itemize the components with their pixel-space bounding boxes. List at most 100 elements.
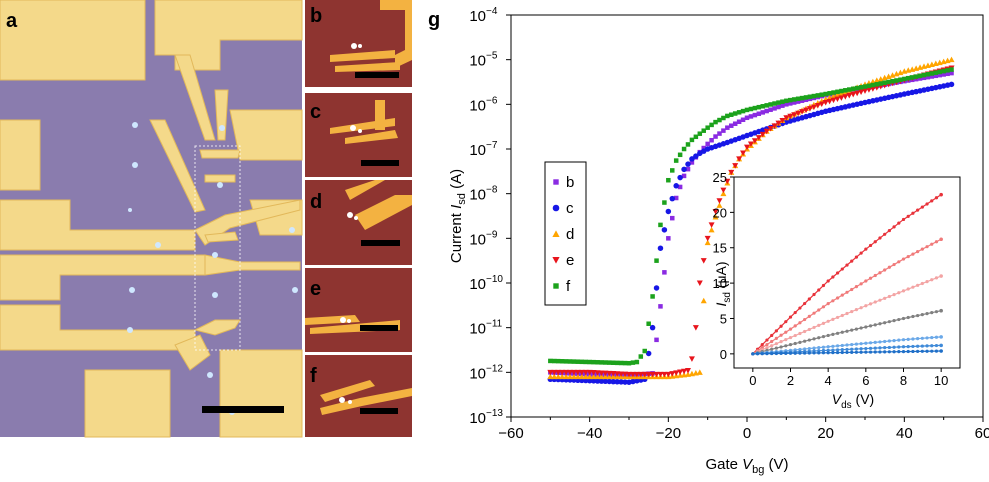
data-point-c	[614, 379, 620, 385]
data-point-d	[704, 239, 711, 246]
data-point-f	[740, 108, 746, 114]
inset-data-point	[793, 341, 797, 346]
data-point-f	[744, 107, 750, 113]
inset-data-point	[798, 351, 802, 355]
inset-data-point	[892, 350, 896, 354]
data-point-b	[744, 115, 750, 121]
inset-x-tick-label: 8	[900, 373, 907, 388]
data-point-f	[913, 74, 919, 79]
inset-data-point	[887, 345, 891, 350]
inset-data-point	[840, 267, 844, 271]
inset-y-tick-label: 25	[713, 170, 727, 185]
main-y-tick-label: 10	[469, 410, 486, 427]
inset-data-point	[760, 352, 764, 356]
inset-data-point	[826, 279, 830, 283]
legend-marker-d	[552, 230, 560, 237]
inset-data-point	[854, 350, 859, 354]
inset-y-tick-label: 20	[713, 205, 727, 220]
inset-data-point	[916, 208, 920, 212]
data-point-b	[689, 160, 695, 165]
inset-data-point	[821, 348, 826, 353]
inset-data-point	[934, 240, 939, 244]
data-point-b	[949, 70, 954, 76]
panel-label-f: f	[310, 365, 317, 387]
data-point-f	[646, 321, 651, 326]
data-point-e	[692, 325, 699, 331]
legend-label-c: c	[566, 200, 574, 217]
data-point-f	[909, 75, 915, 80]
data-point-f	[736, 110, 742, 115]
data-point-e	[637, 371, 644, 378]
data-point-f	[748, 106, 754, 112]
inset-data-point	[784, 330, 788, 334]
inset-data-point	[779, 345, 783, 349]
data-point-f	[662, 200, 667, 205]
main-x-ticks: −60 −40 −20 0 20 40 60	[498, 417, 989, 442]
data-point-d	[563, 373, 570, 380]
data-point-f	[850, 86, 856, 92]
data-point-c	[681, 166, 687, 173]
data-point-f	[552, 358, 557, 364]
inset-data-point	[812, 311, 816, 315]
inset-data-point	[807, 327, 811, 332]
inset-data-point	[793, 333, 797, 338]
data-point-e	[728, 169, 735, 176]
inset-data-point	[817, 288, 821, 292]
inset-data-point	[911, 252, 915, 256]
data-point-e	[806, 106, 813, 112]
inset-y-axis-label: Isd (μA)	[713, 261, 733, 306]
inset-data-point	[883, 350, 887, 354]
legend-label-e: e	[566, 252, 574, 269]
inset-series-0	[751, 192, 943, 356]
inset-data-point	[911, 314, 915, 319]
data-point-f	[827, 91, 832, 96]
inset-data-point	[925, 202, 929, 206]
data-point-b	[673, 195, 679, 201]
inset-data-point	[934, 310, 939, 314]
data-point-e	[803, 107, 809, 114]
legend-marker-f	[553, 283, 559, 289]
data-point-f	[941, 68, 946, 74]
data-point-b	[748, 114, 754, 119]
data-point-b	[662, 270, 667, 275]
inset-data-point	[939, 237, 943, 242]
data-point-b	[799, 98, 805, 103]
data-point-c	[685, 161, 691, 167]
inset-data-point	[901, 349, 906, 354]
data-point-f	[811, 93, 817, 99]
inset-data-point	[774, 342, 778, 346]
inset-data-point	[939, 192, 943, 197]
inset-x-tick-label: 6	[862, 373, 869, 388]
inset-data-point	[920, 205, 924, 209]
legend-box	[544, 161, 587, 306]
data-point-e	[661, 371, 668, 378]
inset-data-point	[774, 346, 778, 350]
data-point-f	[791, 97, 797, 102]
data-point-e	[622, 371, 629, 378]
inset-data-point	[920, 247, 924, 251]
inset-data-point	[845, 329, 849, 333]
data-point-d	[559, 373, 566, 380]
data-point-b	[717, 131, 722, 136]
inset-data-point	[854, 285, 859, 289]
inset-x-tick-label: 2	[787, 373, 794, 388]
inset-data-point	[803, 339, 807, 343]
inset-data-point	[840, 293, 844, 297]
data-point-f	[587, 359, 592, 365]
inset-data-point	[793, 351, 797, 355]
inset-data-point	[835, 271, 840, 275]
data-point-e	[551, 369, 558, 376]
inset-data-point	[916, 313, 920, 318]
inset-data-point	[765, 342, 769, 347]
micrograph-panel-c: c	[305, 93, 412, 177]
scale-bar-b	[355, 72, 399, 78]
data-point-c	[649, 324, 656, 331]
data-point-f	[929, 71, 935, 76]
data-point-b	[709, 137, 714, 143]
main-y-tick-label: 10	[469, 142, 486, 159]
inset-data-point	[925, 344, 929, 348]
inset-data-point	[864, 350, 868, 354]
data-point-e	[787, 113, 794, 120]
data-point-e	[669, 371, 676, 377]
data-point-c	[610, 378, 617, 385]
